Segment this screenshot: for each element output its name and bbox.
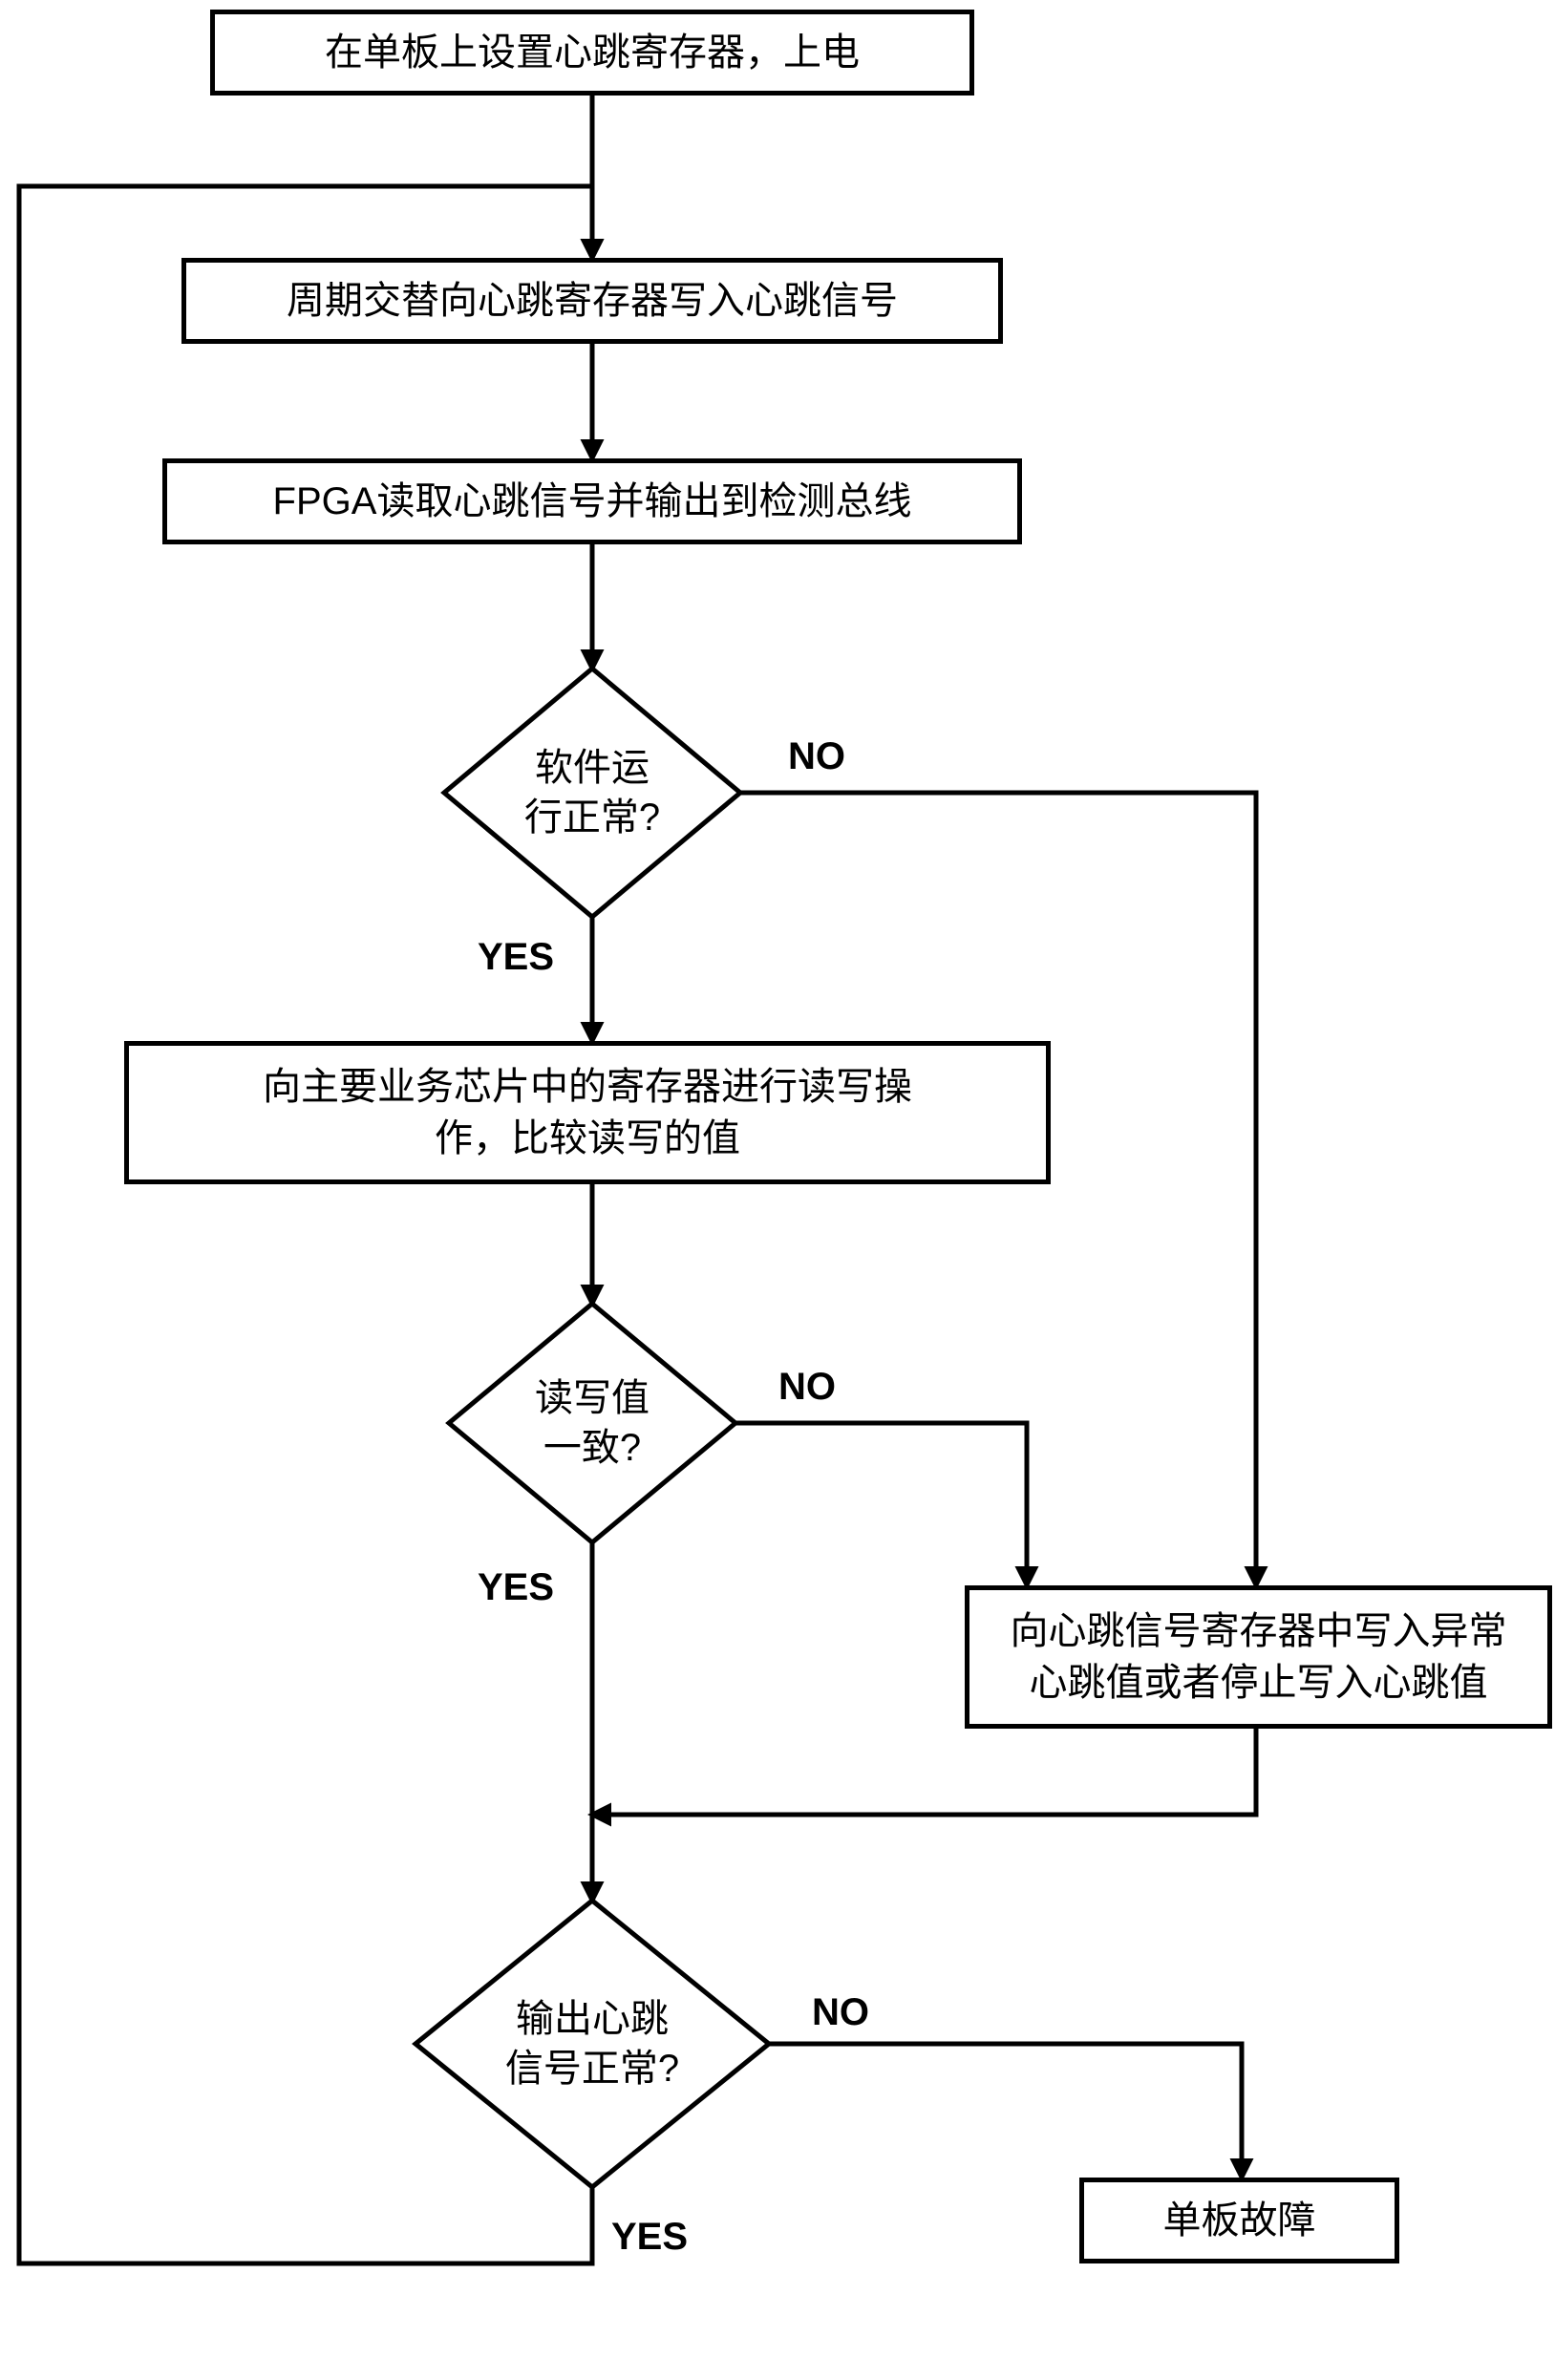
flow-node-n6: 单板故障: [1079, 2178, 1399, 2263]
node-label: 向心跳信号寄存器中写入异常 心跳值或者停止写入心跳值: [1011, 1605, 1507, 1709]
node-label: 向主要业务芯片中的寄存器进行读写操 作，比较读写的值: [263, 1061, 912, 1164]
node-label: 读写值 一致?: [535, 1373, 650, 1473]
flow-node-d2: 读写值 一致?: [449, 1304, 735, 1542]
node-label: 软件运 行正常?: [524, 743, 660, 842]
edge-label-text: NO: [778, 1366, 836, 1408]
flow-node-n2: 周期交替向心跳寄存器写入心跳信号: [181, 258, 1003, 344]
edge-label-text: NO: [788, 735, 845, 777]
edge-label-text: YES: [611, 2216, 688, 2258]
node-label: FPGA读取心跳信号并输出到检测总线: [273, 476, 912, 527]
edge-label-1: YES: [478, 936, 554, 979]
flow-node-n3: FPGA读取心跳信号并输出到检测总线: [162, 458, 1022, 544]
flow-node-d1: 软件运 行正常?: [444, 669, 740, 917]
edge-label-5: YES: [611, 2216, 688, 2259]
edge-label-text: YES: [478, 936, 554, 978]
edge-label-0: NO: [788, 735, 845, 778]
flow-node-d3: 输出心跳 信号正常?: [415, 1901, 769, 2187]
node-label: 输出心跳 信号正常?: [505, 1994, 679, 2093]
edge-label-4: NO: [812, 1991, 869, 2034]
flow-node-n1: 在单板上设置心跳寄存器，上电: [210, 10, 974, 96]
edge-label-2: NO: [778, 1366, 836, 1409]
flow-node-n4: 向主要业务芯片中的寄存器进行读写操 作，比较读写的值: [124, 1041, 1051, 1184]
node-label: 周期交替向心跳寄存器写入心跳信号: [287, 275, 898, 327]
edge-label-text: NO: [812, 1991, 869, 2033]
node-label: 在单板上设置心跳寄存器，上电: [325, 27, 860, 78]
edge-label-3: YES: [478, 1566, 554, 1609]
flow-node-n5: 向心跳信号寄存器中写入异常 心跳值或者停止写入心跳值: [965, 1585, 1552, 1729]
node-label: 单板故障: [1163, 2195, 1316, 2246]
edge-label-text: YES: [478, 1566, 554, 1608]
